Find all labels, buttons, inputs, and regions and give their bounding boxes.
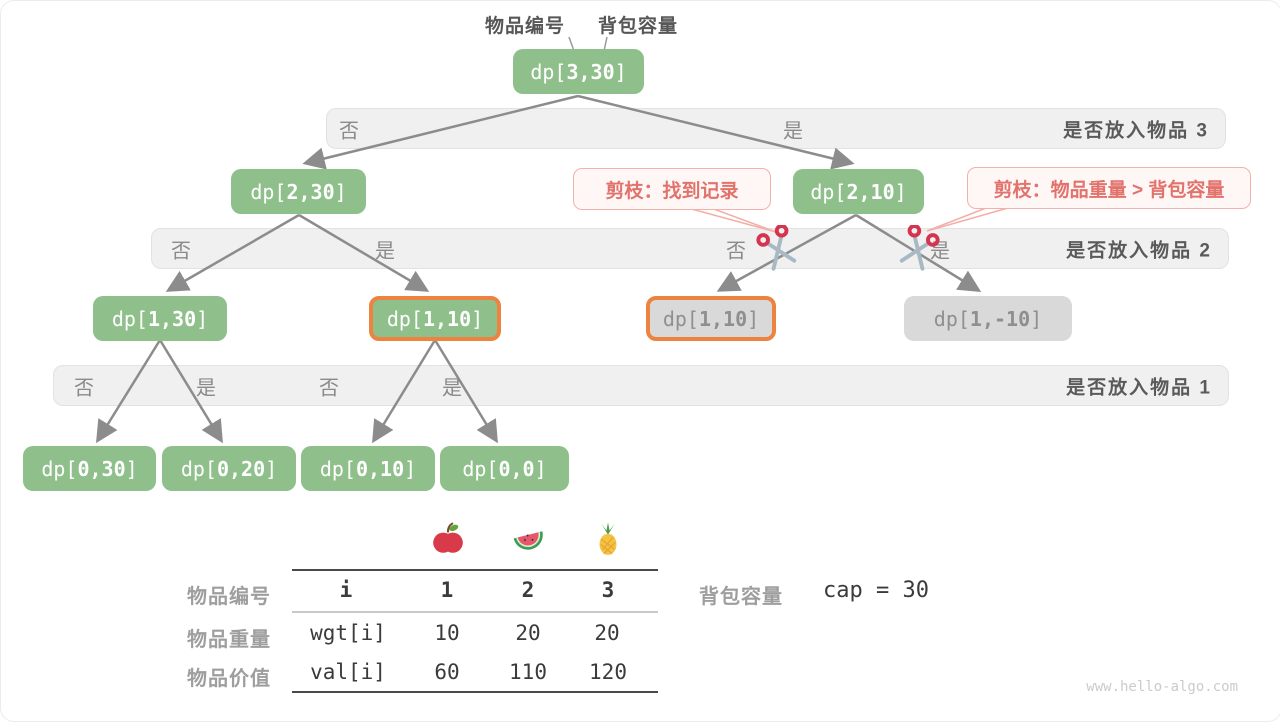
prune-annotation-weight-exceeds: 剪枝：物品重量 > 背包容量 (967, 167, 1251, 209)
node-text: ] (334, 179, 347, 204)
node-text: dp[ (319, 456, 356, 481)
node-text: dp[ (933, 306, 970, 331)
decision-band-item-1: 否 是 否 是 是否放入物品 1 (53, 365, 1229, 406)
node-text: dp[ (180, 456, 217, 481)
node-args: 1,30 (147, 306, 197, 331)
band-no-label: 否 (171, 240, 191, 262)
table-cell: 10 (434, 621, 460, 645)
table-row-label: 物品价值 (187, 668, 271, 690)
dp-node-pruned: dp[1,-10] (904, 296, 1072, 341)
pineapple-icon (599, 522, 617, 555)
node-text: dp[ (111, 306, 148, 331)
table-cell: 60 (434, 660, 460, 684)
node-text: ] (747, 306, 760, 331)
band-yes-label: 是 (196, 377, 216, 399)
table-rule-middle (292, 611, 658, 613)
dp-node: dp[2,30] (231, 169, 366, 214)
annotation-text: 剪枝：找到记录 (605, 180, 739, 202)
band-yes-label: 是 (375, 240, 395, 262)
decision-band-item-3: 否 是 是否放入物品 3 (326, 108, 1226, 149)
node-text: dp[ (41, 456, 78, 481)
node-args: 0,20 (216, 456, 266, 481)
table-cell: 20 (594, 621, 620, 645)
dp-node: dp[0,30] (23, 446, 156, 491)
dp-node: dp[0,10] (301, 446, 435, 491)
table-row-label: 物品重量 (187, 629, 271, 651)
dp-node: dp[0,20] (162, 446, 296, 491)
node-text: ] (404, 456, 417, 481)
prune-annotation-found-record: 剪枝：找到记录 (573, 168, 771, 210)
node-text: ] (196, 306, 209, 331)
table-header-cell: i (339, 578, 353, 602)
band-no-label: 否 (339, 120, 359, 142)
dp-node-highlighted: dp[1,10] (369, 296, 501, 341)
item-number-pointer-label: 物品编号 (485, 16, 566, 37)
node-text: ] (614, 59, 627, 84)
table-cell: 20 (515, 621, 541, 645)
node-args: 1,10 (422, 306, 472, 331)
site-watermark: www.hello-algo.com (1086, 679, 1238, 695)
node-text: ] (894, 179, 907, 204)
dp-node-pruned-highlighted: dp[1,10] (646, 296, 776, 341)
node-args: 0,30 (77, 456, 126, 481)
node-text: ] (534, 456, 547, 481)
scissors-icon (756, 225, 797, 271)
table-cell: 110 (509, 660, 547, 684)
knapsack-capacity-value: cap = 30 (823, 578, 929, 603)
table-cell: val[i] (310, 660, 386, 684)
table-header-cell: 1 (440, 578, 454, 602)
band-title: 是否放入物品 2 (1066, 240, 1212, 261)
table-header-cell: 2 (521, 578, 535, 602)
table-cell: wgt[i] (310, 621, 386, 645)
band-no-label: 否 (319, 377, 339, 399)
table-header-cell: 3 (601, 578, 615, 602)
band-title: 是否放入物品 3 (1063, 120, 1209, 141)
node-args: 2,10 (846, 179, 895, 204)
node-args: 1,10 (698, 306, 748, 331)
node-args: 0,10 (355, 456, 405, 481)
node-args: 1,-10 (969, 306, 1031, 331)
band-yes-label: 是 (442, 377, 462, 399)
node-text: ] (1030, 306, 1043, 331)
scissors-icon (899, 225, 940, 271)
node-text: ] (125, 456, 138, 481)
capacity-pointer-label: 背包容量 (598, 16, 679, 37)
band-no-label: 否 (74, 377, 94, 399)
node-text: ] (471, 306, 484, 331)
node-args: 2,30 (286, 179, 335, 204)
table-rule-bottom (292, 691, 658, 693)
node-text: dp[ (662, 306, 699, 331)
dp-node-root: dp[3,30] (513, 49, 644, 94)
apple-icon (433, 522, 463, 553)
dp-node: dp[2,10] (793, 169, 924, 214)
table-rule-top (292, 569, 658, 571)
node-text: dp[ (462, 456, 499, 481)
band-yes-label: 是 (783, 120, 803, 142)
watermelon-icon (513, 531, 543, 550)
dp-node: dp[1,30] (93, 296, 227, 341)
knapsack-capacity-label: 背包容量 (699, 586, 783, 608)
node-text: dp[ (530, 59, 567, 84)
node-text: dp[ (250, 179, 287, 204)
node-text: ] (265, 456, 278, 481)
node-args: 0,0 (498, 456, 535, 481)
band-no-label: 否 (726, 240, 746, 262)
table-row-label: 物品编号 (187, 586, 271, 608)
table-cell: 120 (589, 660, 627, 684)
annotation-text: 剪枝：物品重量 > 背包容量 (993, 179, 1225, 201)
node-text: dp[ (386, 306, 423, 331)
band-title: 是否放入物品 1 (1066, 377, 1212, 398)
node-args: 3,30 (566, 59, 615, 84)
decision-band-item-2: 否 是 否 是 是否放入物品 2 (151, 228, 1229, 269)
dp-node: dp[0,0] (440, 446, 569, 491)
node-text: dp[ (810, 179, 847, 204)
